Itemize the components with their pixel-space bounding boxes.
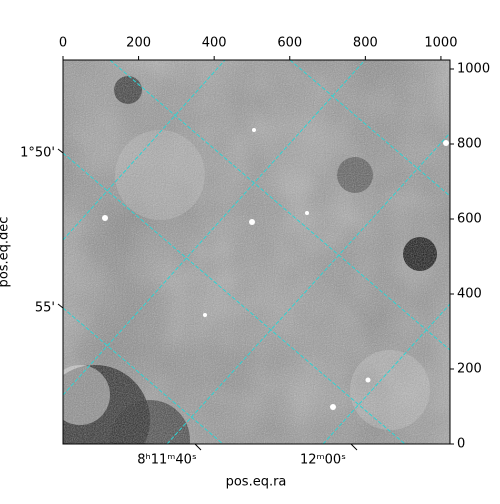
grid-line [289, 59, 451, 197]
dec-tick-label: 1°50' [20, 146, 55, 161]
y-axis-label: pos.eq.dec [0, 217, 12, 288]
grid-line [62, 59, 366, 396]
y-tick-label: 1000 [457, 62, 490, 77]
ra-tick [350, 443, 358, 451]
y-tick-label: 600 [457, 212, 482, 227]
grid-line [62, 152, 406, 445]
dec-tick [57, 148, 64, 154]
y-tick-label: 200 [457, 362, 482, 377]
x-tick-label: 1000 [424, 36, 457, 51]
ra-tick-label: 12ᵐ00ˢ [300, 453, 346, 468]
grid-line [62, 307, 224, 445]
ra-tick [194, 443, 202, 451]
ra-tick-label: 8ʰ11ᵐ40ˢ [137, 453, 197, 468]
grid-line [62, 59, 226, 241]
y-tick-label: 400 [457, 287, 482, 302]
dec-tick-label: 55' [35, 301, 55, 316]
x-tick-label: 200 [126, 36, 151, 51]
y-tick-label: 0 [457, 437, 465, 452]
sky-image [63, 60, 450, 444]
dec-tick [57, 303, 64, 309]
grid-line [166, 132, 451, 445]
coordinate-grid [62, 59, 451, 445]
grid-line [322, 303, 451, 445]
x-tick-label: 800 [353, 36, 378, 51]
y-tick-label: 800 [457, 137, 482, 152]
x-tick-label: 600 [277, 36, 302, 51]
grid-line [109, 59, 451, 351]
x-tick-label: 400 [202, 36, 227, 51]
x-tick-label: 0 [59, 36, 67, 51]
axes-frame [62, 59, 451, 445]
x-axis-label: pos.eq.ra [226, 475, 287, 490]
